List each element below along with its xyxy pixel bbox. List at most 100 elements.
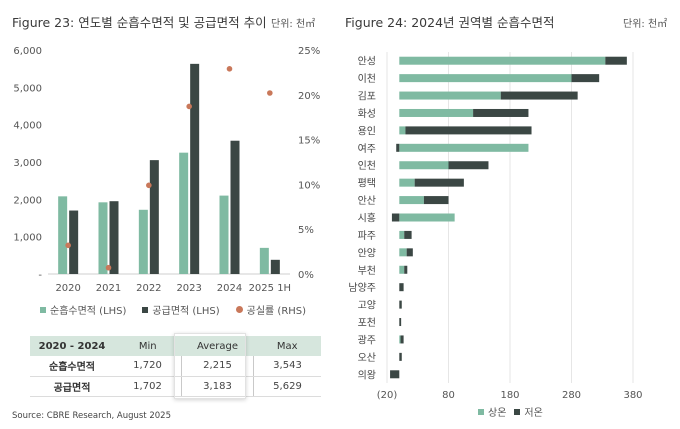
region-label: 안양 xyxy=(358,247,376,259)
upper-bar xyxy=(399,335,401,344)
supply-bar xyxy=(230,140,240,274)
legend-absorption: 순흡수면적 (LHS) xyxy=(40,302,126,317)
lower-bar xyxy=(405,126,532,135)
left-y-tick-label: 1,000 xyxy=(13,233,42,244)
lower-bar xyxy=(404,230,412,239)
right-y-tick-label: 5% xyxy=(298,225,314,236)
right-chart-unit: 단위: 천㎡ xyxy=(623,19,668,30)
right-chart-title: Figure 24: 2024년 권역별 순흡수면적 xyxy=(345,15,555,30)
left-x-tick-label: 2022 xyxy=(136,283,161,294)
absorption-bar xyxy=(259,247,269,274)
absorption-bar xyxy=(219,195,229,274)
legend-lower: 저온 xyxy=(514,404,543,419)
upper-bar xyxy=(399,230,405,239)
left-y-tick-label: 2,000 xyxy=(13,195,42,206)
summary-table-header: 2020 - 2024 Min Average Max xyxy=(30,336,321,356)
right-chart-legend: 상온 저온 xyxy=(478,404,543,419)
lower-bar xyxy=(400,335,404,344)
summary-table: 2020 - 2024 Min Average Max 순흡수면적 1,720 … xyxy=(30,336,321,397)
vacancy-point xyxy=(65,242,71,249)
supply-bar xyxy=(270,259,280,274)
table-row-label: 순흡수면적 xyxy=(30,356,114,377)
right-y-tick-label: 20% xyxy=(298,91,320,102)
upper-bar xyxy=(399,178,415,187)
right-x-tick-label: 380 xyxy=(623,390,642,401)
supply-bar xyxy=(149,160,159,274)
upper-swatch xyxy=(478,408,484,415)
left-x-tick-label: 2021 xyxy=(96,283,121,294)
lower-bar xyxy=(391,213,400,222)
supply-bar xyxy=(190,63,200,275)
lower-bar xyxy=(414,178,464,187)
left-chart-title: Figure 23: 연도별 순흡수면적 및 공급면적 추이 xyxy=(12,15,267,30)
supply-bar xyxy=(69,210,79,274)
lower-bar xyxy=(399,300,402,309)
left-y-tick-label: 6,000 xyxy=(13,46,42,57)
table-cell-average: 2,215 xyxy=(181,356,254,377)
vacancy-swatch xyxy=(235,306,243,313)
right-y-tick-label: 10% xyxy=(298,180,320,191)
table-cell-max: 5,629 xyxy=(253,376,321,397)
region-label: 광주 xyxy=(358,334,376,346)
upper-bar xyxy=(399,248,407,257)
region-label: 안성 xyxy=(358,56,376,68)
lower-bar xyxy=(399,318,402,327)
left-y-tick-label: - xyxy=(38,270,42,281)
vacancy-point xyxy=(105,264,112,271)
right-x-tick-label: 180 xyxy=(500,390,519,401)
region-label: 오산 xyxy=(358,352,376,364)
upper-bar xyxy=(399,91,501,100)
lower-bar xyxy=(399,283,404,292)
legend-lower-label: 저온 xyxy=(524,408,543,419)
right-x-tick-label: 280 xyxy=(562,390,581,401)
legend-upper: 상온 xyxy=(478,404,506,419)
legend-supply: 공급면적 (LHS) xyxy=(142,302,220,317)
region-label: 김포 xyxy=(358,91,376,103)
region-label: 남양주 xyxy=(348,282,376,294)
table-row: 순흡수면적 1,720 2,215 3,543 xyxy=(30,356,321,377)
vacancy-point xyxy=(186,103,192,110)
legend-supply-label: 공급면적 (LHS) xyxy=(152,306,220,317)
region-label: 고양 xyxy=(358,300,376,312)
table-cell-max: 3,543 xyxy=(253,356,321,377)
lower-bar xyxy=(423,196,449,205)
table-row-label: 공급면적 xyxy=(30,376,114,397)
vacancy-point xyxy=(267,90,273,96)
absorption-bar xyxy=(179,152,189,274)
region-label: 시흥 xyxy=(358,212,376,225)
supply-swatch xyxy=(142,306,149,313)
left-y-tick-label: 4,000 xyxy=(13,121,42,132)
left-chart-unit: 단위: 천㎡ xyxy=(271,19,316,30)
left-y-tick-label: 3,000 xyxy=(13,158,42,169)
lower-bar xyxy=(605,56,627,65)
region-label: 안산 xyxy=(358,195,376,207)
region-label: 여주 xyxy=(358,143,376,155)
right-x-tick-label: 80 xyxy=(442,390,455,401)
upper-bar xyxy=(399,143,529,152)
left-x-tick-label: 2024 xyxy=(217,283,242,294)
left-y-tick-label: 5,000 xyxy=(13,83,42,94)
right-x-tick-label: (20) xyxy=(377,390,398,401)
table-cell-min: 1,720 xyxy=(114,356,182,377)
left-x-tick-label: 2023 xyxy=(176,283,201,294)
legend-vacancy-label: 공실률 (RHS) xyxy=(246,306,307,317)
lower-bar xyxy=(406,248,413,257)
legend-upper-label: 상온 xyxy=(488,408,507,419)
table-max-header: Max xyxy=(253,336,321,356)
absorption-bar xyxy=(138,209,148,274)
upper-bar xyxy=(399,265,405,274)
region-label: 이천 xyxy=(358,73,376,85)
region-label: 파주 xyxy=(358,230,376,242)
table-row: 공급면적 1,702 3,183 5,629 xyxy=(30,376,321,397)
legend-vacancy: 공실률 (RHS) xyxy=(235,302,307,317)
absorption-bar xyxy=(58,196,68,274)
lower-swatch xyxy=(514,408,521,415)
upper-bar xyxy=(399,126,406,135)
right-y-tick-label: 15% xyxy=(298,136,320,147)
region-label: 화성 xyxy=(358,108,376,120)
region-label: 인천 xyxy=(358,160,376,172)
supply-bar xyxy=(109,201,119,274)
lower-bar xyxy=(448,161,489,170)
lower-bar xyxy=(390,370,400,379)
